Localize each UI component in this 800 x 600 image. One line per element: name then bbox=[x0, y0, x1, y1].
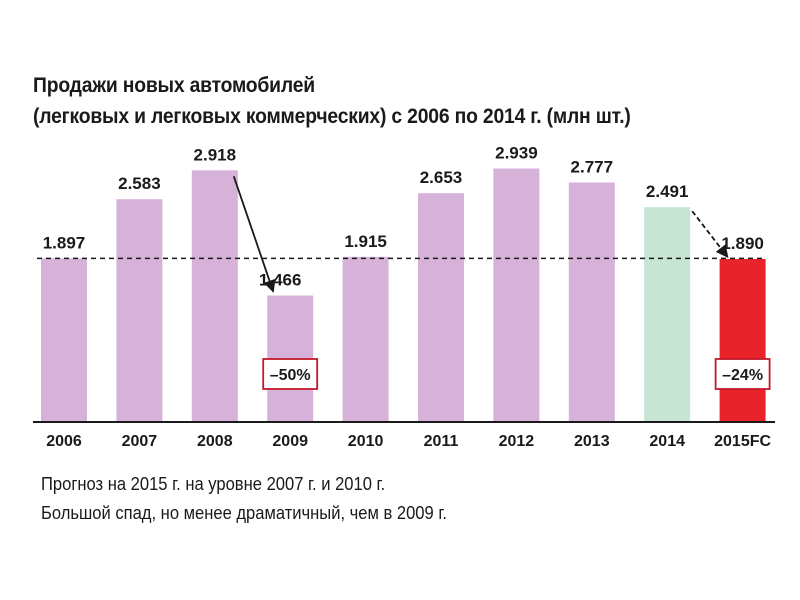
value-label-2006: 1.897 bbox=[43, 233, 86, 252]
x-tick-label-2013: 2013 bbox=[574, 433, 610, 450]
value-label-2010: 1.915 bbox=[344, 232, 387, 251]
bar-2011 bbox=[418, 193, 464, 422]
bar-2008 bbox=[191, 170, 238, 422]
x-tick-label-2014: 2014 bbox=[649, 433, 685, 450]
x-tick-label-2011: 2011 bbox=[424, 433, 459, 450]
x-tick-label-2008: 2008 bbox=[197, 433, 233, 450]
drop-arrow-2009 bbox=[232, 176, 276, 293]
bar-2010 bbox=[342, 256, 389, 422]
value-label-2014: 2.491 bbox=[646, 182, 689, 201]
change-badge-2015FC: –24% bbox=[722, 367, 763, 384]
drop-arrow-2015FC bbox=[691, 210, 729, 258]
bar-2007 bbox=[116, 199, 163, 422]
chart-title-line2: (легковых и легковых коммерческих) с 200… bbox=[33, 105, 631, 128]
change-badge-box-2015FC bbox=[714, 358, 771, 390]
footnote-line2: Большой спад, но менее драматичный, чем … bbox=[41, 503, 447, 523]
value-label-2009: 1.466 bbox=[259, 271, 302, 290]
x-tick-label-2007: 2007 bbox=[122, 433, 158, 450]
value-label-2007: 2.583 bbox=[118, 174, 161, 193]
x-tick-label-2012: 2012 bbox=[499, 433, 535, 450]
x-tick-label-2015FC: 2015FC bbox=[714, 433, 771, 450]
value-label-2015FC: 1.890 bbox=[721, 234, 764, 253]
chart-title-line1: Продажи новых автомобилей bbox=[33, 74, 315, 97]
x-tick-label-2010: 2010 bbox=[348, 433, 384, 450]
bar-2006 bbox=[41, 258, 87, 422]
bar-2014 bbox=[644, 207, 691, 422]
change-badge-box-2009 bbox=[262, 358, 319, 390]
chart-footnote: Прогноз на 2015 г. на уровне 2007 г. и 2… bbox=[41, 470, 447, 528]
change-badge-2009: –50% bbox=[270, 367, 311, 384]
chart-title: Продажи новых автомобилей (легковых и ле… bbox=[33, 70, 631, 132]
x-tick-label-2009: 2009 bbox=[272, 433, 308, 450]
value-label-2012: 2.939 bbox=[495, 144, 538, 163]
x-tick-label-2006: 2006 bbox=[46, 433, 82, 450]
value-label-2011: 2.653 bbox=[420, 168, 463, 187]
bar-2015FC bbox=[719, 258, 766, 422]
value-label-2013: 2.777 bbox=[571, 157, 614, 176]
bar-2013 bbox=[568, 182, 615, 422]
value-label-2008: 2.918 bbox=[194, 145, 237, 164]
footnote-line1: Прогноз на 2015 г. на уровне 2007 г. и 2… bbox=[41, 474, 386, 494]
bar-2012 bbox=[493, 168, 540, 422]
